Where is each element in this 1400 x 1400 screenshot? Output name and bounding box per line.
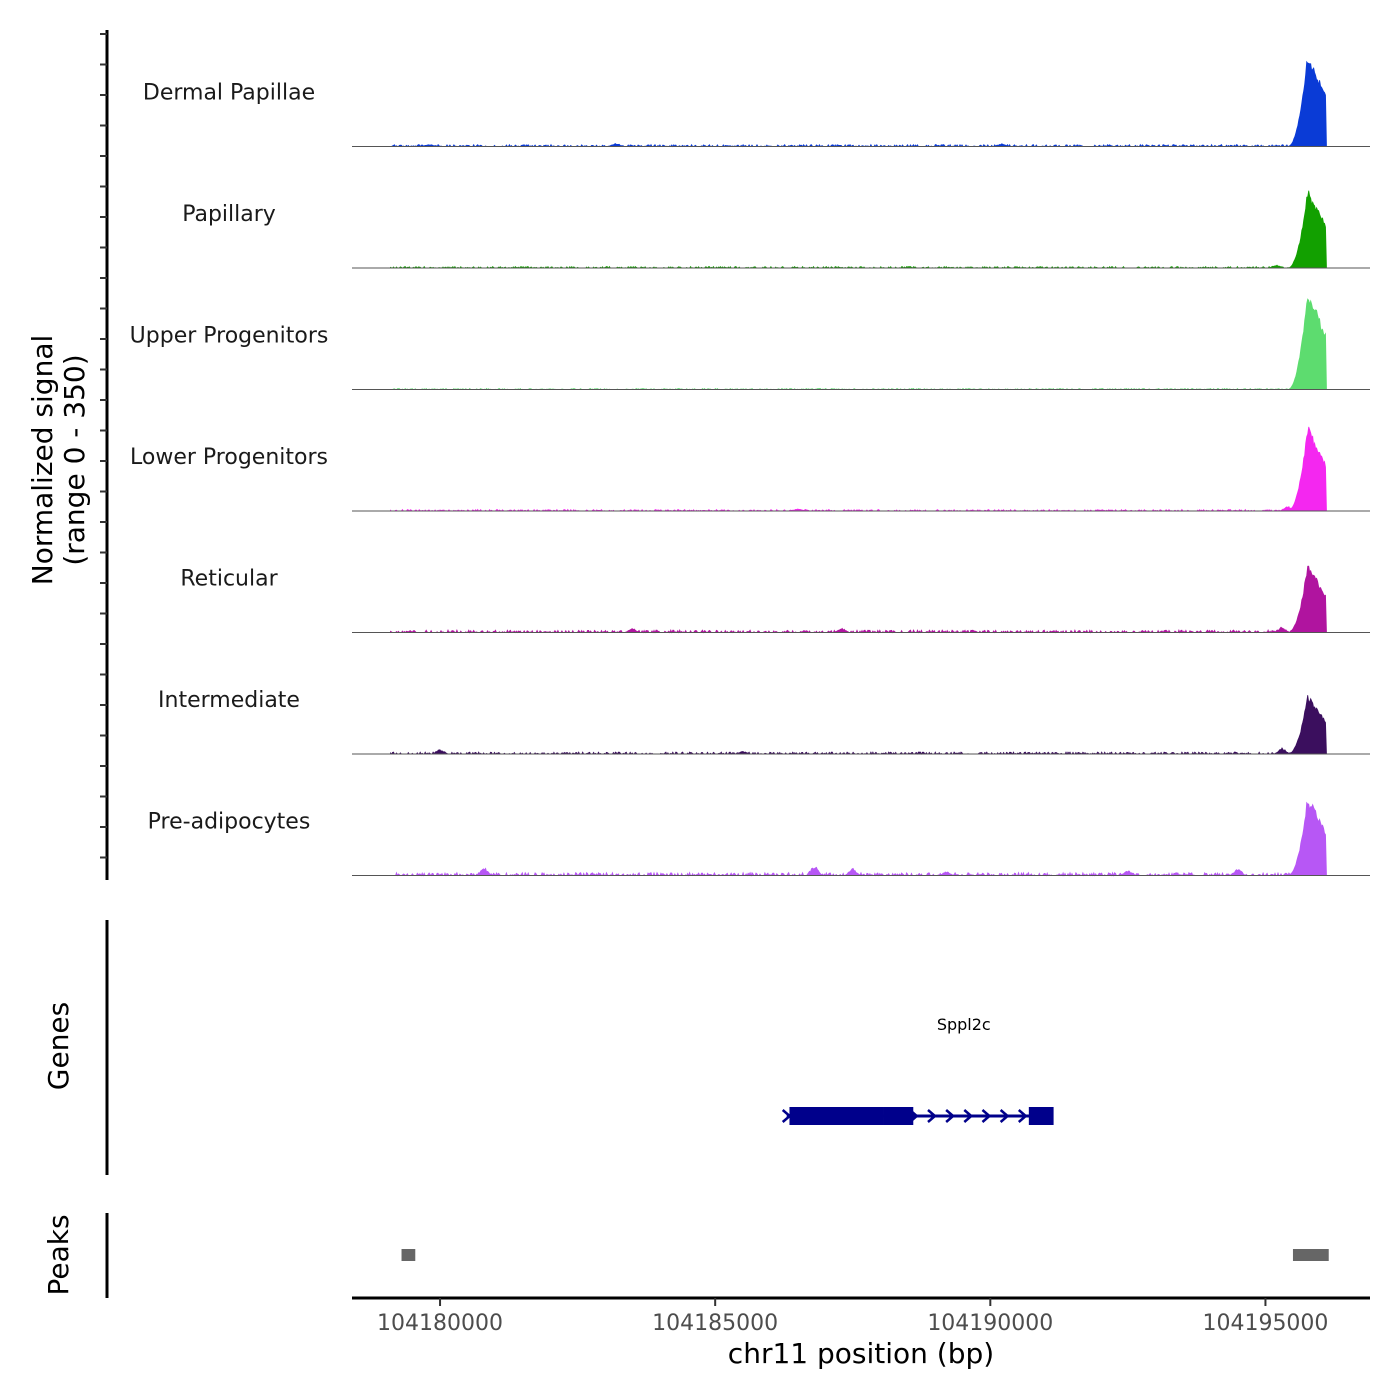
gene-exon [789,1107,884,1125]
gene-strand-arrow [981,1109,992,1123]
gene-exon [1028,1107,1054,1125]
peaks-track [401,1249,1329,1261]
track-signal [390,801,1370,877]
x-axis-ticks: 104180000 104185000 104190000 104195000 [377,1298,1328,1336]
y-axis-title: Normalized signal [26,335,59,586]
signal-tracks: Dermal Papillae Papillary Upper Progenitor… [130,60,1370,877]
gene-exon [883,1107,914,1125]
track-signal [390,695,1370,755]
track-signal [390,60,1370,148]
genes-axis-title: Genes [42,1002,75,1090]
gene-strand-arrow [781,1109,792,1123]
track-label: Dermal Papillae [143,81,315,106]
track-signal [390,298,1370,391]
gene-strand-arrow [963,1109,974,1123]
track-label: Lower Progenitors [130,445,328,470]
gene-strand-arrow [1017,1109,1028,1123]
track-label: Intermediate [158,688,300,713]
gene-strand-arrow [945,1109,956,1123]
track-label: Reticular [180,567,278,592]
x-tick-label: 104180000 [377,1311,503,1336]
genes-track: Sppl2c [781,1015,1054,1125]
track-label: Pre-adipocytes [148,810,311,835]
x-tick-label: 104185000 [652,1311,778,1336]
gene-name: Sppl2c [937,1015,991,1034]
track-signal [390,426,1370,512]
track-signal [390,190,1370,269]
signal-y-ticks [100,33,107,859]
track-label: Upper Progenitors [130,324,329,349]
peaks-axis-title: Peaks [42,1214,75,1295]
gene-strand-arrow [999,1109,1010,1123]
peak-region [401,1249,416,1261]
peak-region [1292,1249,1329,1261]
track-signal [390,565,1370,634]
gene-strand-arrow [927,1109,937,1123]
x-tick-label: 104190000 [927,1311,1053,1336]
x-axis-title: chr11 position (bp) [728,1337,994,1370]
y-axis-subtitle: (range 0 - 350) [58,354,91,565]
track-label: Papillary [182,202,276,227]
x-tick-label: 104195000 [1202,1311,1328,1336]
